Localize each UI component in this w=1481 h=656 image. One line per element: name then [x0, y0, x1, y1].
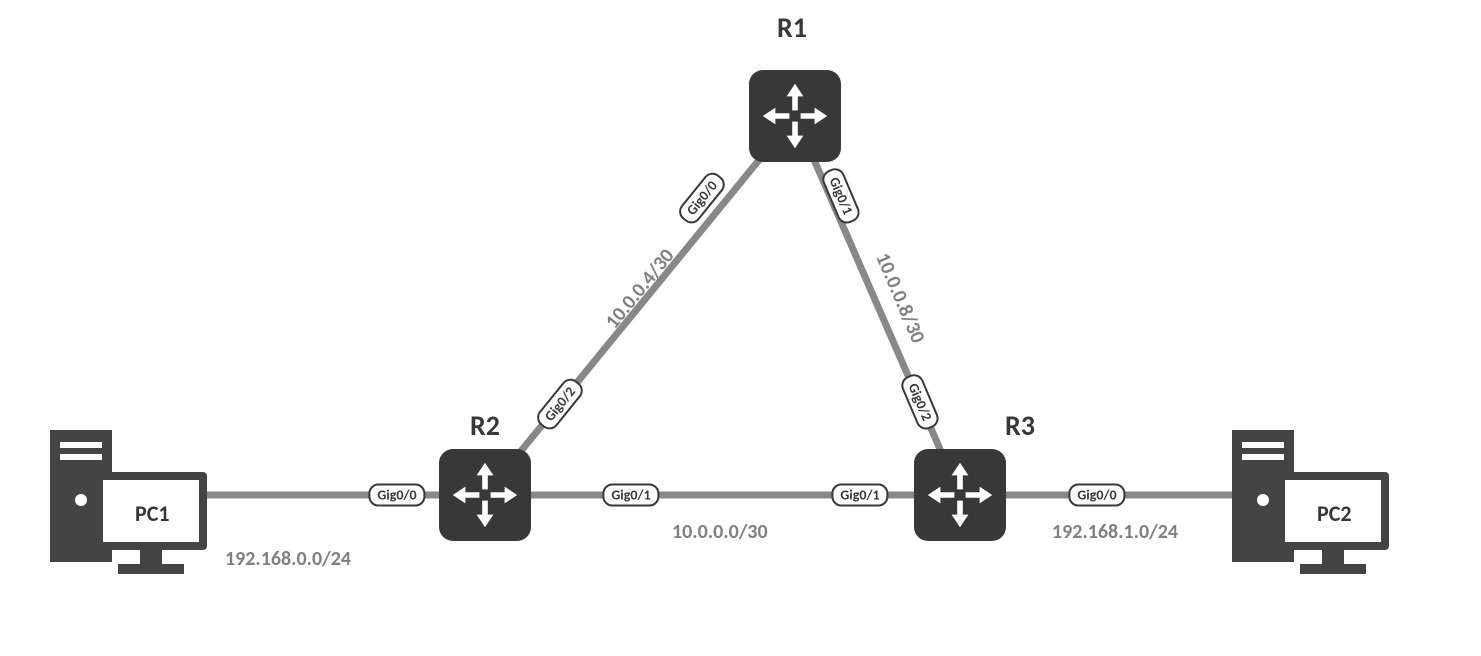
- router-r3-label: R3: [1005, 408, 1035, 443]
- pc2-label: PC2: [1317, 500, 1352, 527]
- router-arrows-icon: [760, 81, 830, 151]
- router-r1-label: R1: [777, 10, 807, 45]
- router-r3: [914, 449, 1006, 541]
- link-r1-r3: [795, 116, 960, 495]
- network-diagram: 10.0.0.4/30 10.0.0.8/30 10.0.0.0/30 192.…: [0, 0, 1481, 656]
- pc-icon: [1222, 430, 1392, 580]
- subnet-pc1-r2: 192.168.0.0/24: [225, 547, 351, 571]
- iface-r2-g01: Gig0/1: [602, 484, 659, 507]
- router-arrows-icon: [450, 460, 520, 530]
- pc1-label: PC1: [135, 500, 170, 527]
- iface-r3-g00: Gig0/0: [1068, 484, 1125, 507]
- iface-r2-g00: Gig0/0: [368, 484, 425, 507]
- iface-r3-g01: Gig0/1: [831, 484, 888, 507]
- router-arrows-icon: [925, 460, 995, 530]
- router-r1: [749, 70, 841, 162]
- pc2: PC2: [1222, 430, 1392, 580]
- subnet-r3-pc2: 192.168.1.0/24: [1052, 520, 1178, 544]
- pc-icon: [40, 430, 210, 580]
- router-r2: [439, 449, 531, 541]
- router-r2-label: R2: [470, 408, 500, 443]
- subnet-r2-r3: 10.0.0.0/30: [672, 520, 768, 544]
- pc1: PC1: [40, 430, 210, 580]
